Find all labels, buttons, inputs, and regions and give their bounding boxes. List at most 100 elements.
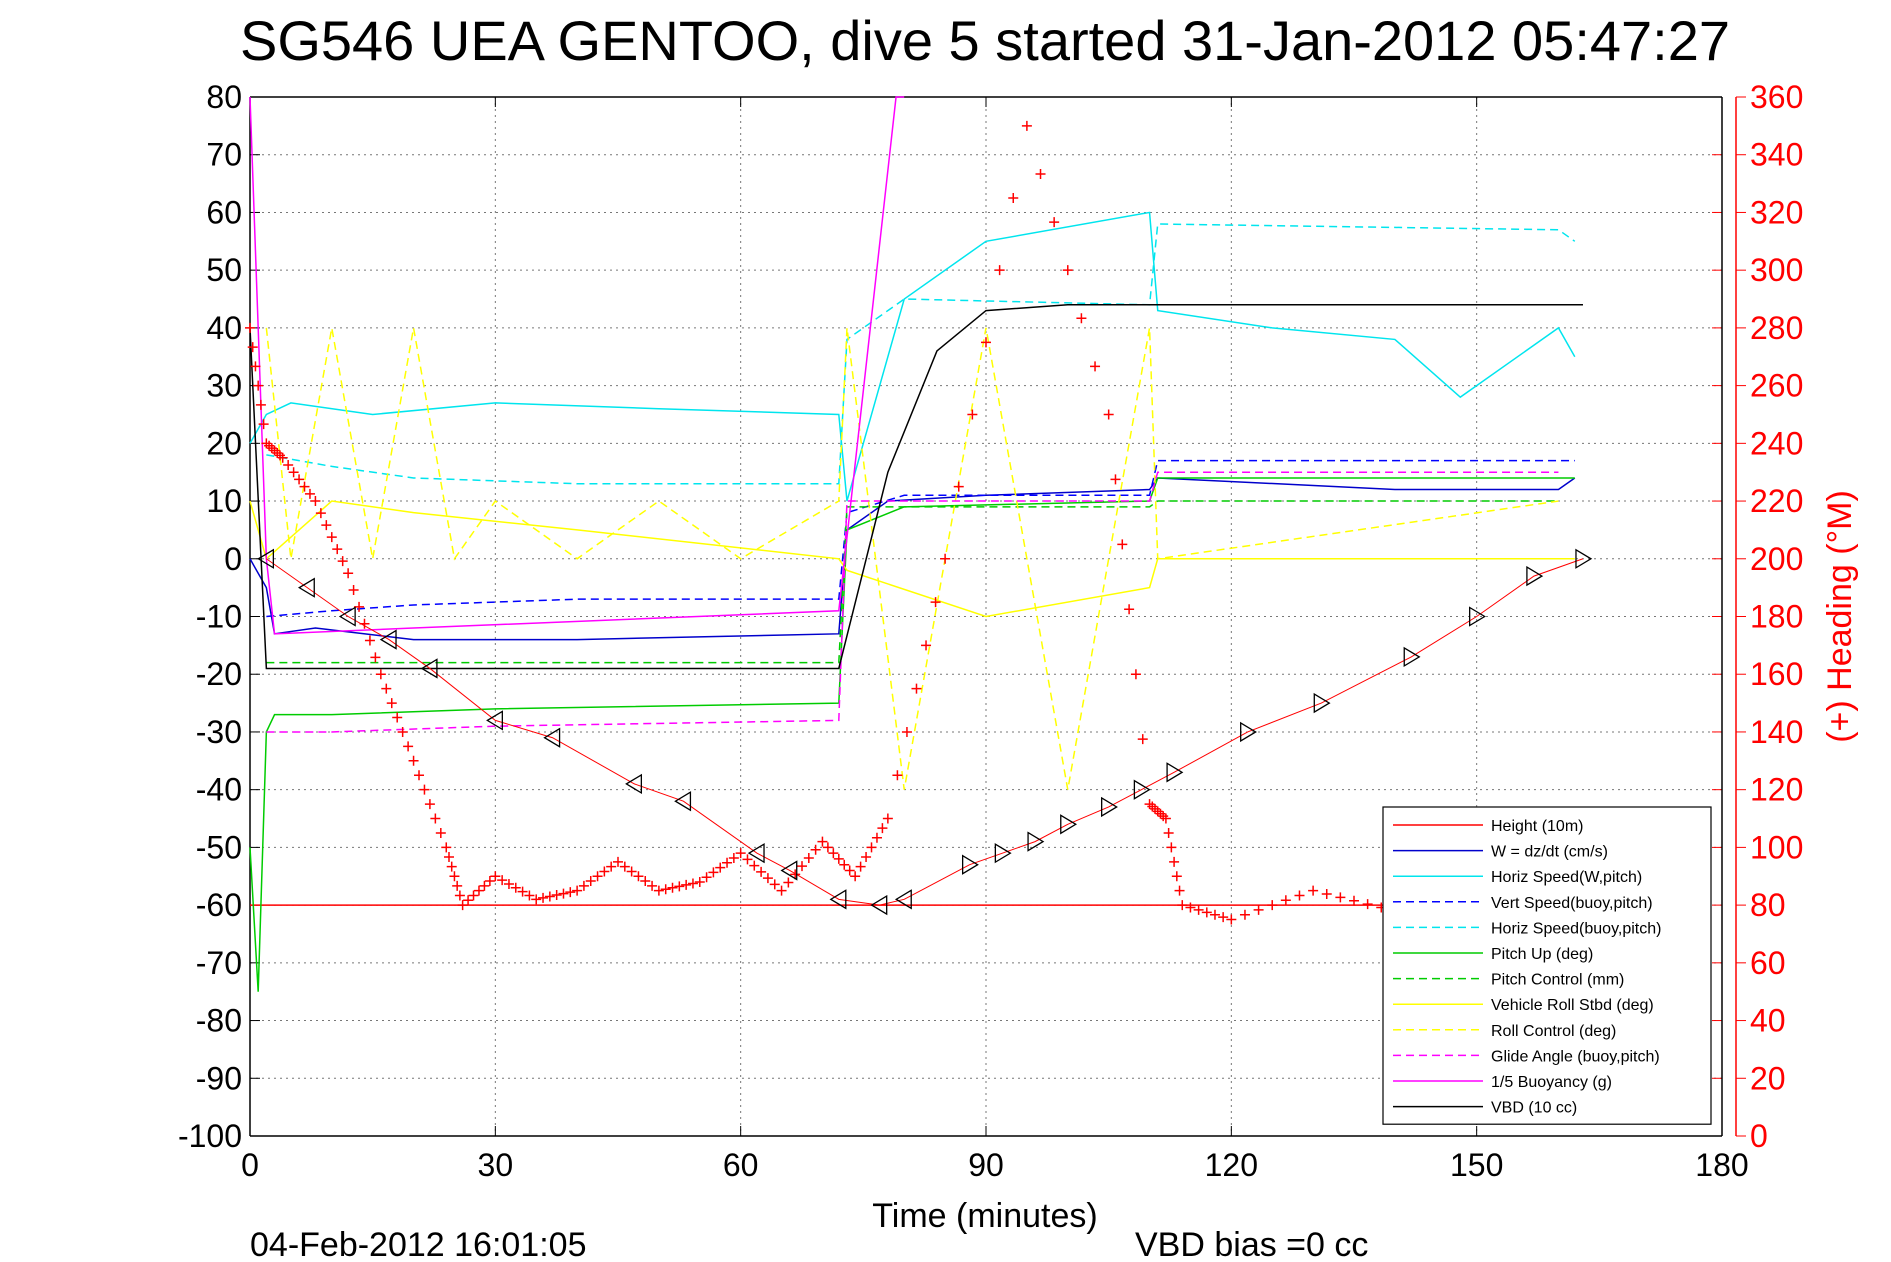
- heading-marker: [1076, 313, 1087, 324]
- depth-marker: [486, 710, 503, 731]
- y-right-tick-label: 200: [1750, 541, 1803, 577]
- heading-marker: [1193, 904, 1204, 915]
- heading-marker: [901, 726, 912, 737]
- y-left-tick-label: 50: [206, 252, 242, 288]
- heading-marker: [776, 885, 787, 896]
- heading-marker: [1362, 899, 1373, 910]
- series-pitch-control-mm: [266, 500, 1559, 664]
- heading-marker: [1201, 907, 1212, 918]
- heading-marker: [749, 860, 760, 871]
- y-left-tick-label: -60: [196, 887, 242, 923]
- depth-marker: [674, 791, 692, 812]
- y-left-tick-label: 20: [206, 425, 242, 461]
- heading-marker: [441, 842, 452, 853]
- heading-marker: [1294, 890, 1305, 901]
- depth-marker: [257, 548, 275, 569]
- heading-marker: [728, 852, 739, 863]
- heading-marker: [517, 886, 528, 897]
- heading-marker: [1021, 120, 1032, 131]
- heading-marker: [701, 872, 712, 883]
- heading-marker: [1103, 409, 1114, 420]
- depth-marker: [1240, 721, 1257, 743]
- y-right-tick-label: 260: [1750, 368, 1803, 404]
- y-left-tick-label: -50: [196, 829, 242, 865]
- heading-marker: [258, 419, 269, 430]
- heading-marker: [1239, 909, 1250, 920]
- heading-marker: [473, 885, 484, 896]
- x-tick-label: 120: [1205, 1147, 1258, 1183]
- heading-marker: [264, 440, 275, 451]
- legend-label: Height (10m): [1491, 818, 1583, 835]
- heading-marker: [497, 875, 508, 886]
- heading-marker: [921, 640, 932, 651]
- heading-marker: [245, 322, 255, 333]
- heading-marker: [1150, 803, 1161, 814]
- footer-bias: VBD bias =0 cc: [1135, 1226, 1368, 1262]
- heading-marker: [633, 871, 644, 882]
- depth-marker: [1101, 796, 1118, 818]
- heading-marker: [660, 884, 671, 895]
- depth-marker: [1027, 831, 1045, 852]
- heading-marker: [269, 445, 280, 456]
- axes: 0 30 60 90 120 150 18080706050403020100-10-20-…: [178, 79, 1803, 1183]
- heading-marker: [756, 866, 767, 877]
- legend-label: Horiz Speed(buoy,pitch): [1491, 920, 1661, 937]
- heading-marker: [551, 890, 562, 901]
- heading-marker: [435, 827, 446, 838]
- heading-marker: [790, 869, 801, 880]
- chart-title: SG546 UEA GENTOO, dive 5 started 31-Jan-…: [240, 9, 1730, 72]
- heading-marker: [544, 891, 555, 902]
- series-pitch-up-deg: [249, 477, 1575, 992]
- legend-label: Pitch Up (deg): [1491, 946, 1593, 963]
- heading-marker: [266, 443, 277, 454]
- heading-marker: [1158, 811, 1169, 822]
- heading-marker: [381, 683, 392, 694]
- x-tick-label: 0: [241, 1147, 259, 1183]
- heading-marker: [370, 652, 381, 663]
- y-left-tick-label: 60: [206, 194, 242, 230]
- y-left-tick-label: 80: [206, 79, 242, 115]
- heading-marker: [1253, 904, 1264, 915]
- legend-label: Vert Speed(buoy,pitch): [1491, 895, 1653, 912]
- heading-marker: [479, 880, 490, 891]
- heading-marker: [255, 399, 266, 410]
- heading-marker: [1062, 265, 1073, 276]
- heading-marker: [375, 669, 386, 680]
- heading-marker: [585, 876, 596, 887]
- depth-marker: [961, 854, 979, 875]
- legend-label: Vehicle Roll Stbd (deg): [1491, 997, 1654, 1014]
- y-left-tick-label: 30: [206, 368, 242, 404]
- heading-marker: [1209, 909, 1220, 920]
- depth-marker: [894, 889, 912, 910]
- depth-marker: [543, 727, 561, 748]
- heading-marker: [953, 481, 964, 492]
- legend-label: W = dz/dt (cm/s): [1491, 844, 1608, 861]
- legend: Height (10m) W = dz/dt (cm/s) Horiz Speed(…: [1382, 806, 1712, 1125]
- heading-marker: [1049, 217, 1060, 228]
- heading-marker: [294, 474, 305, 485]
- heading-marker: [454, 890, 465, 901]
- heading-marker: [833, 853, 844, 864]
- y-right-tick-label: 120: [1750, 772, 1803, 808]
- legend-label: Pitch Control (mm): [1491, 972, 1624, 989]
- depth-markers: [257, 548, 1593, 916]
- y-left-tick-label: 40: [206, 310, 242, 346]
- y-left-tick-label: -20: [196, 656, 242, 692]
- heading-marker: [1090, 361, 1101, 372]
- depth-marker: [994, 843, 1012, 864]
- y-right-tick-label: 340: [1750, 137, 1803, 173]
- heading-marker: [810, 844, 821, 855]
- y-left-tick-label: -100: [178, 1118, 242, 1154]
- heading-marker: [572, 885, 583, 896]
- heading-marker: [1174, 885, 1185, 896]
- heading-marker: [1308, 885, 1319, 896]
- heading-marker: [599, 866, 610, 877]
- x-tick-label: 60: [723, 1147, 759, 1183]
- heading-marker: [397, 726, 408, 737]
- heading-marker: [408, 755, 419, 766]
- depth-marker: [1313, 692, 1331, 714]
- heading-marker: [1155, 808, 1166, 819]
- heading-marker: [1226, 914, 1237, 925]
- depth-marker: [338, 606, 356, 627]
